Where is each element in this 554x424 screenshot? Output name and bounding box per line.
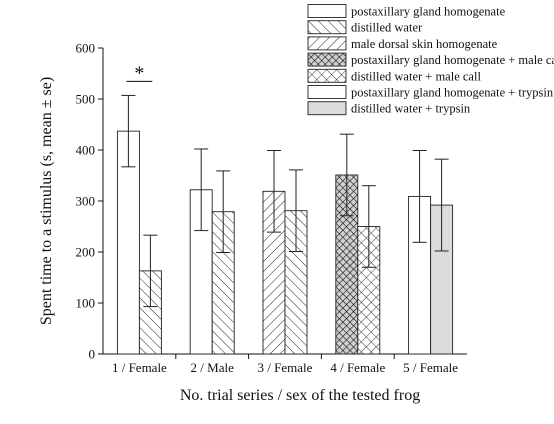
x-tick-label: 5 / Female [403,360,458,375]
legend-item: male dorsal skin homogenate [307,36,498,51]
legend-label: distilled water [351,21,423,35]
y-tick-label: 500 [76,92,96,107]
legend-item: distilled water + trypsin [307,101,471,116]
error-bar [121,94,136,168]
legend-swatch [307,68,347,83]
y-tick-label: 400 [76,143,96,158]
error-bar [194,148,209,232]
legend-swatch [307,20,347,35]
legend: postaxillary gland homogenate distilled w… [306,2,554,118]
error-bar [267,150,281,233]
error-bar [412,150,427,243]
y-axis: 0 100 200 300 400 500 600 [76,41,104,362]
error-bar [434,158,449,252]
legend-label: postaxillary gland homogenate + trypsin [351,86,554,100]
legend-item: postaxillary gland homogenate [307,4,506,19]
legend-swatch [307,52,347,67]
x-tick-label: 4 / Female [330,360,385,375]
legend-swatch [307,85,347,99]
y-tick-label: 200 [76,245,96,260]
x-tick-label: 3 / Female [258,360,313,375]
legend-label: male dorsal skin homogenate [351,37,498,51]
error-bar [361,185,376,268]
x-axis-title: No. trial series / sex of the tested fro… [180,387,420,404]
error-bars [121,94,449,308]
legend-item: postaxillary gland homogenate + trypsin [307,85,554,100]
legend-swatch [307,4,347,18]
legend-label: distilled water + trypsin [351,102,471,116]
error-bar [143,234,158,308]
significance-annotation: * [126,62,153,84]
x-tick-label: 2 / Male [191,360,235,375]
error-bar [289,169,303,252]
bars [116,130,454,355]
legend-item: distilled water + male call [307,68,481,83]
error-bar [339,133,354,217]
y-tick-label: 100 [76,296,96,311]
y-tick-label: 600 [76,41,96,56]
legend-item: distilled water [307,20,423,35]
legend-swatch [307,101,347,116]
error-bar [216,170,231,254]
x-axis: 1 / Female 2 / Male 3 / Female 4 / Female 5 … [103,353,467,375]
y-tick-label: 0 [89,347,96,362]
legend-label: postaxillary gland homogenate + male cal… [351,53,554,67]
y-axis-title: Spent time to a stimulus (s, mean ± se) [38,77,55,325]
legend-label: distilled water + male call [351,69,481,83]
x-tick-label: 1 / Female [112,360,167,375]
legend-label: postaxillary gland homogenate [351,5,506,19]
y-tick-label: 300 [76,194,96,209]
legend-item: postaxillary gland homogenate + male cal… [307,52,554,67]
significance-star: * [134,62,144,84]
legend-swatch [307,36,347,51]
